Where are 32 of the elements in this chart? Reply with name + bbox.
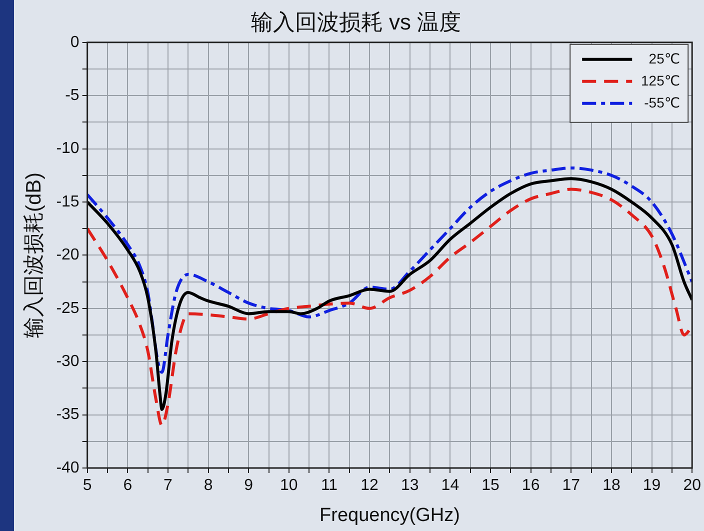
legend-label: -55℃	[644, 94, 680, 110]
x-tick-label: 7	[164, 477, 173, 494]
x-tick-label: 15	[482, 477, 500, 494]
line-series	[87, 166, 692, 374]
x-tick-label: 13	[400, 477, 419, 494]
y-axis-title: 输入回波损耗(dB)	[22, 172, 46, 338]
y-tick-label: -20	[56, 246, 80, 264]
y-tick-label: -25	[56, 300, 80, 317]
x-tick-label: 18	[602, 477, 620, 494]
x-tick-label: 10	[280, 477, 298, 494]
y-tick-label: -40	[56, 459, 80, 476]
x-tick-label: 9	[244, 477, 254, 494]
y-tick-label: -5	[65, 87, 80, 104]
y-tick-label: 0	[70, 34, 80, 51]
chart-title: 输入回波损耗 vs 温度	[250, 9, 462, 34]
x-tick-label: 5	[82, 477, 92, 494]
legend-label: 25℃	[648, 50, 680, 66]
x-tick-label: 11	[320, 477, 338, 494]
x-tick-label: 19	[642, 477, 661, 494]
x-tick-label: 20	[683, 477, 702, 494]
x-tick-label: 8	[204, 477, 213, 494]
y-tick-label: -35	[56, 406, 80, 424]
x-tick-label: 14	[441, 477, 460, 494]
y-tick-label: -10	[56, 140, 80, 158]
x-axis-title: Frequency(GHz)	[320, 504, 460, 526]
legend-label: 125℃	[641, 72, 680, 88]
y-tick-label: -30	[56, 353, 80, 370]
x-tick-label: 16	[522, 477, 540, 494]
x-tick-label: 12	[360, 477, 379, 494]
x-tick-label: 17	[562, 477, 580, 494]
x-tick-label: 6	[123, 477, 132, 494]
y-tick-label: -15	[56, 193, 80, 210]
